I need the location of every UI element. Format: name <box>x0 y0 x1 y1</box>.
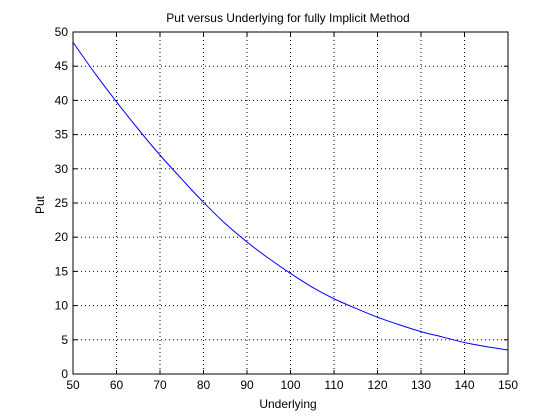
x-tick-label: 60 <box>110 378 124 392</box>
y-tick-label: 0 <box>61 367 68 381</box>
x-tick-label: 150 <box>498 378 518 392</box>
x-tick-label: 70 <box>153 378 167 392</box>
x-tick-label: 100 <box>280 378 300 392</box>
y-tick-label: 10 <box>55 299 69 313</box>
x-axis-label: Underlying <box>259 397 316 411</box>
axis-ticks <box>72 31 509 375</box>
y-tick-label: 30 <box>55 162 69 176</box>
series-layer <box>72 41 509 351</box>
y-tick-label: 40 <box>55 93 69 107</box>
y-tick-label: 50 <box>55 25 69 39</box>
x-tick-label: 130 <box>411 378 431 392</box>
chart-title: Put versus Underlying for fully Implicit… <box>166 11 409 25</box>
grid-lines <box>73 32 508 374</box>
y-tick-label: 45 <box>55 59 69 73</box>
y-tick-label: 25 <box>55 196 69 210</box>
x-tick-label: 50 <box>66 378 80 392</box>
x-tick-labels: 50 60 70 80 90 100 110 120 130 140 150 <box>66 378 518 392</box>
x-tick-label: 120 <box>367 378 387 392</box>
y-tick-label: 5 <box>61 333 68 347</box>
y-tick-labels: 0 5 10 15 20 25 30 35 40 45 50 <box>55 25 69 381</box>
x-tick-label: 140 <box>454 378 474 392</box>
y-axis-label: Put <box>33 195 47 214</box>
y-tick-label: 15 <box>55 264 69 278</box>
x-tick-label: 80 <box>197 378 211 392</box>
y-tick-label: 20 <box>55 230 69 244</box>
x-tick-label: 110 <box>324 378 343 392</box>
x-tick-label: 90 <box>240 378 254 392</box>
plot-frame <box>72 31 509 375</box>
y-tick-label: 35 <box>55 128 69 142</box>
put-series-line <box>72 41 509 351</box>
